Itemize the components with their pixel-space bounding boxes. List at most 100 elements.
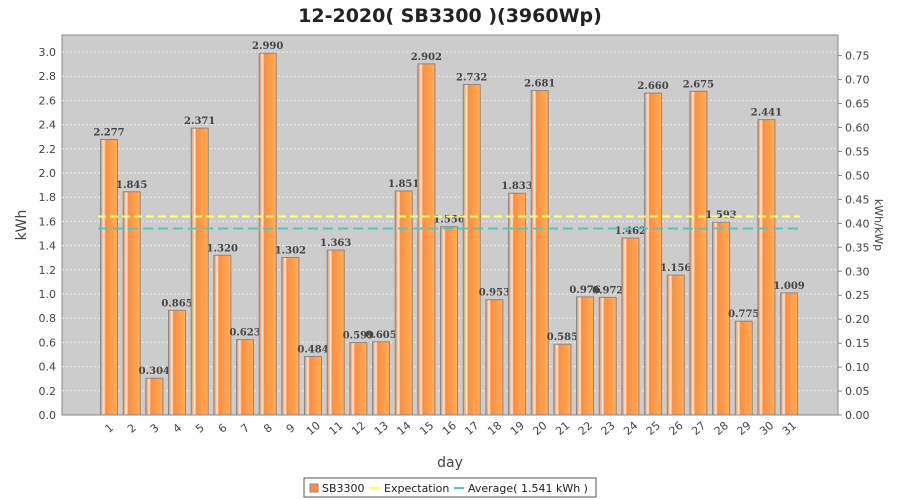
bar-day-26 bbox=[666, 274, 685, 416]
bar-day-12 bbox=[349, 342, 368, 416]
y-tick-label: 1.2 bbox=[39, 264, 57, 277]
x-tick-label: 25 bbox=[644, 419, 663, 438]
value-label: 2.990 bbox=[252, 41, 283, 52]
x-tick-label: 16 bbox=[440, 419, 459, 438]
bar-day-31 bbox=[780, 292, 799, 416]
bar-day-10 bbox=[304, 355, 323, 416]
value-label: 2.902 bbox=[411, 52, 442, 63]
x-tick-label: 19 bbox=[508, 419, 527, 438]
y-tick-label: 2.2 bbox=[39, 143, 57, 156]
value-label: 0.865 bbox=[161, 298, 192, 309]
bar-day-7 bbox=[236, 339, 255, 416]
bar-day-9 bbox=[281, 256, 300, 416]
bar-day-5 bbox=[190, 127, 209, 416]
y2-tick-label: 0.50 bbox=[845, 169, 870, 182]
x-tick-label: 28 bbox=[712, 419, 731, 438]
x-tick-label: 10 bbox=[304, 419, 323, 438]
value-label: 0.605 bbox=[365, 330, 396, 341]
value-label: 1.845 bbox=[116, 180, 147, 191]
y-tick-label: 1.8 bbox=[39, 191, 57, 204]
legend-sb3300: SB3300 bbox=[322, 482, 365, 495]
y-tick-label: 2.8 bbox=[39, 70, 57, 83]
y2-tick-label: 0.00 bbox=[845, 409, 870, 422]
x-tick-label: 22 bbox=[576, 419, 595, 438]
value-label: 2.681 bbox=[524, 79, 555, 90]
x-tick-label: 13 bbox=[372, 419, 391, 438]
y2-tick-label: 0.60 bbox=[845, 122, 870, 135]
bar-day-11 bbox=[326, 249, 345, 416]
value-label: 1.462 bbox=[615, 226, 646, 237]
value-label: 1.593 bbox=[705, 210, 736, 221]
y2-tick-label: 0.45 bbox=[845, 193, 870, 206]
value-label: 1.363 bbox=[320, 238, 351, 249]
y-axis-label: kWh bbox=[14, 210, 30, 241]
bar-day-4 bbox=[168, 309, 187, 416]
y2-tick-label: 0.15 bbox=[845, 337, 870, 350]
value-label: 0.599 bbox=[343, 331, 374, 342]
y2-tick-label: 0.35 bbox=[845, 241, 870, 254]
bar-day-1 bbox=[100, 138, 118, 416]
x-tick-label: 6 bbox=[216, 421, 230, 435]
value-label: 0.775 bbox=[728, 309, 759, 320]
x-tick-label: 31 bbox=[780, 419, 799, 438]
y2-tick-label: 0.55 bbox=[845, 145, 870, 158]
value-label: 0.976 bbox=[569, 285, 600, 296]
x-tick-label: 18 bbox=[485, 419, 504, 438]
y-tick-label: 2.4 bbox=[39, 119, 57, 132]
y2-tick-label: 0.65 bbox=[845, 98, 870, 111]
bar-day-14 bbox=[394, 190, 413, 416]
chart-title: 12-2020( SB3300 )(3960Wp) bbox=[298, 5, 602, 27]
y-tick-label: 2.6 bbox=[39, 94, 57, 107]
y-tick-label: 3.0 bbox=[39, 46, 57, 59]
value-label: 0.953 bbox=[479, 288, 510, 299]
legend-expectation: Expectation bbox=[384, 482, 449, 495]
x-tick-label: 23 bbox=[599, 419, 618, 438]
y2-tick-label: 0.30 bbox=[845, 265, 870, 278]
bar-day-21 bbox=[553, 343, 572, 416]
bar-day-22 bbox=[576, 296, 595, 416]
x-tick-label: 20 bbox=[531, 419, 550, 438]
x-tick-label: 4 bbox=[170, 421, 184, 435]
x-tick-label: 24 bbox=[621, 419, 640, 438]
y-tick-label: 1.6 bbox=[39, 215, 57, 228]
y-tick-label: 1.4 bbox=[39, 240, 57, 253]
bar-day-15 bbox=[417, 63, 436, 416]
x-tick-label: 11 bbox=[326, 419, 345, 438]
y2-tick-label: 0.40 bbox=[845, 217, 870, 230]
value-label: 1.556 bbox=[433, 215, 464, 226]
value-label: 1.009 bbox=[773, 281, 804, 292]
y-tick-label: 0.8 bbox=[39, 312, 57, 325]
legend: SB3300 Expectation Average( 1.541 kWh ) bbox=[303, 477, 597, 498]
bar-day-8 bbox=[258, 52, 277, 416]
y-tick-label: 0.0 bbox=[39, 409, 57, 422]
value-label: 1.156 bbox=[660, 263, 691, 274]
y2-tick-label: 0.70 bbox=[845, 74, 870, 87]
value-label: 0.623 bbox=[229, 328, 260, 339]
bar-day-28 bbox=[712, 221, 731, 416]
bar-day-6 bbox=[213, 254, 232, 416]
bar-day-20 bbox=[530, 90, 549, 416]
value-label: 1.833 bbox=[501, 181, 532, 192]
x-tick-label: 26 bbox=[667, 419, 686, 438]
value-label: 0.304 bbox=[139, 366, 170, 377]
x-tick-label: 30 bbox=[757, 419, 776, 438]
bar-day-23 bbox=[598, 296, 617, 416]
value-label: 1.302 bbox=[275, 245, 306, 256]
y2-tick-label: 0.20 bbox=[845, 313, 870, 326]
legend-swatch-sb3300 bbox=[309, 483, 319, 493]
y-tick-label: 2.0 bbox=[39, 167, 57, 180]
x-tick-label: 17 bbox=[463, 419, 482, 438]
x-axis-label: day bbox=[437, 455, 463, 471]
y-tick-label: 0.4 bbox=[39, 361, 57, 374]
bar-day-13 bbox=[372, 341, 391, 416]
bar-day-2 bbox=[122, 191, 141, 416]
value-label: 1.320 bbox=[207, 243, 238, 254]
x-tick-label: 3 bbox=[148, 421, 162, 435]
x-tick-label: 1 bbox=[102, 421, 116, 435]
bar-day-30 bbox=[757, 119, 776, 416]
y-tick-label: 0.2 bbox=[39, 385, 57, 398]
x-tick-label: 12 bbox=[349, 419, 368, 438]
value-label: 2.371 bbox=[184, 116, 215, 127]
value-label: 1.851 bbox=[388, 179, 419, 190]
